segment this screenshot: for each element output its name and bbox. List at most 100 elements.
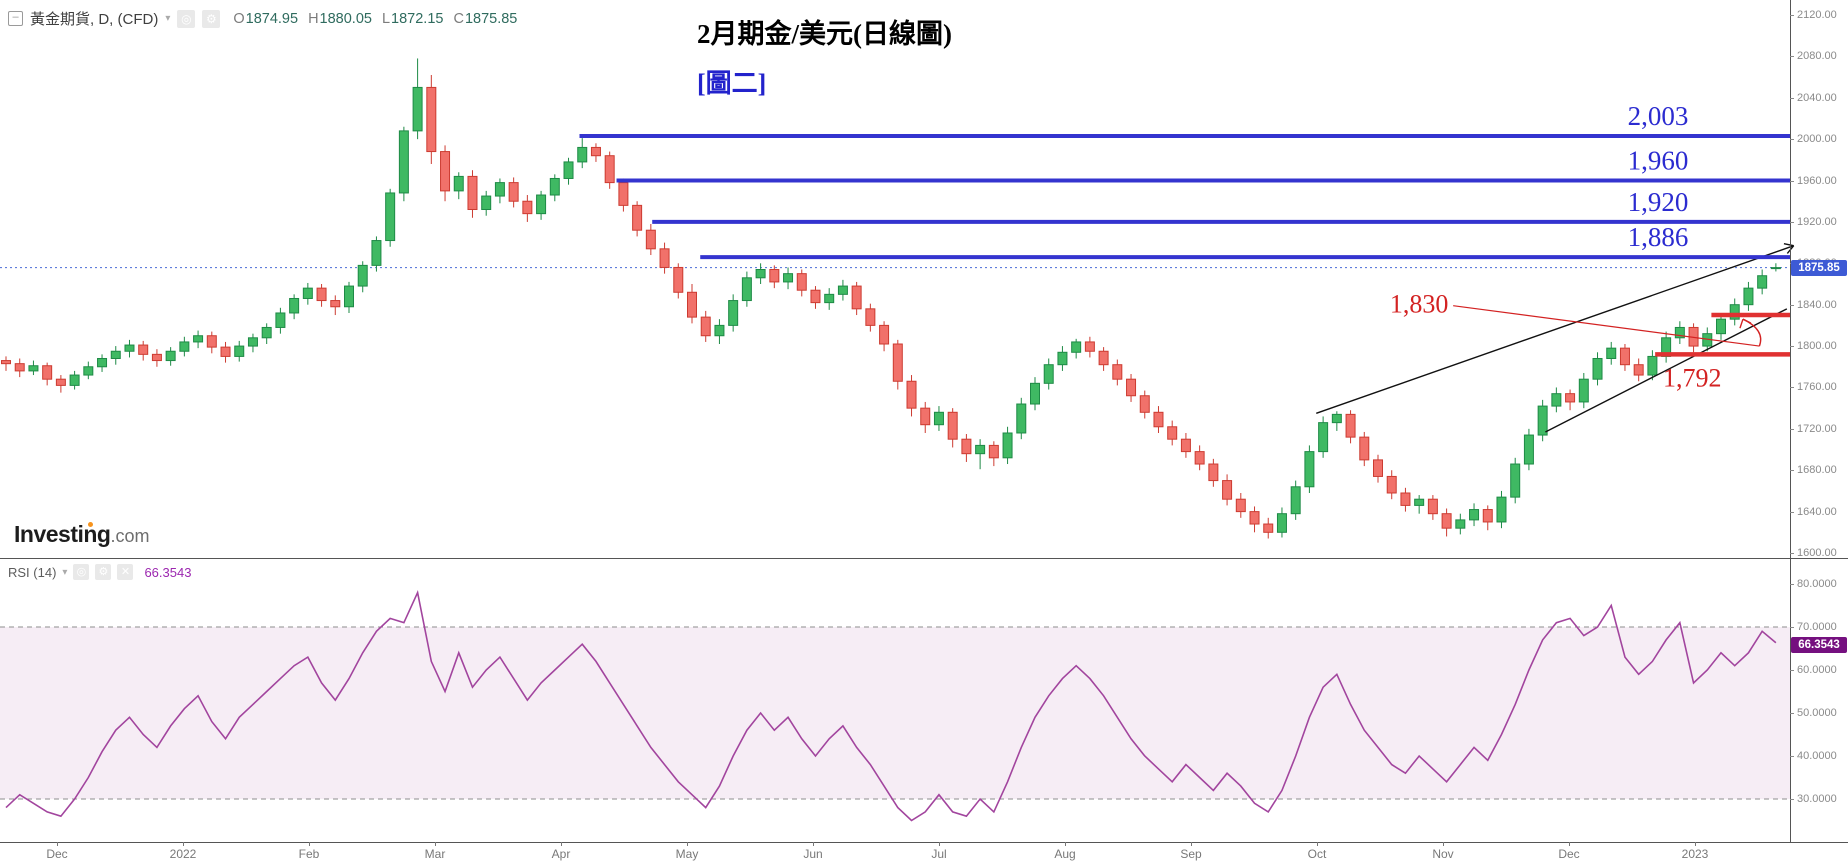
page-title: 2月期金/美元(日線圖) — [697, 19, 952, 49]
candle-body — [1290, 486, 1301, 515]
time-tick-label: Apr — [551, 847, 571, 861]
time-tick-label: Dec — [46, 847, 68, 861]
trendline — [1545, 308, 1788, 433]
candle-body — [632, 204, 643, 231]
price-chart[interactable]: 2,003 1,960 1,920 1,886 1,830 1,792 — [0, 0, 1848, 558]
gear-icon[interactable]: ⚙ — [202, 9, 221, 28]
close-icon[interactable]: ✕ — [117, 564, 134, 580]
candle-body — [645, 229, 656, 250]
candlesticks — [1, 58, 1781, 539]
axis-tick-label: 1800.00 — [1797, 340, 1837, 353]
candle-body — [398, 130, 409, 194]
time-tick-label: Mar — [424, 847, 446, 861]
callout-leader — [1453, 305, 1760, 347]
chevron-down-icon[interactable]: ▾ — [165, 13, 171, 24]
candle-body — [1222, 480, 1233, 500]
candle-body — [687, 291, 697, 318]
candle-body — [604, 155, 615, 184]
level-label: 2,003 — [1628, 101, 1689, 131]
candle-body — [1318, 422, 1329, 453]
candle-body — [920, 407, 931, 426]
candle-body — [1167, 426, 1178, 440]
symbol-legend: – 黃金期貨, D, (CFD) ▾ ◎ ⚙ O1874.95 H1880.05… — [8, 8, 517, 29]
candle-body — [1304, 451, 1315, 488]
time-tick-mark — [1569, 842, 1570, 846]
candle-body — [1619, 347, 1630, 366]
time-tick-mark — [687, 842, 688, 846]
chevron-down-icon[interactable]: ▾ — [62, 566, 68, 578]
axis-tick-label: 30.0000 — [1797, 793, 1837, 805]
candle-body — [1592, 357, 1603, 380]
candle-body — [1510, 463, 1521, 498]
time-tick-mark — [1443, 842, 1444, 846]
axis-tick-mark — [1790, 584, 1794, 585]
price-axis[interactable]: 2120.00 2080.00 2040.00 2000.00 1960.00 1920.… — [1790, 0, 1848, 842]
collapse-icon[interactable]: – — [8, 11, 23, 26]
axis-tick-mark — [1790, 180, 1794, 182]
axis-tick-mark — [1790, 428, 1794, 430]
candle-body — [1565, 393, 1576, 403]
candle-body — [1249, 511, 1260, 525]
candle-body — [796, 273, 807, 291]
candle-body — [261, 326, 272, 339]
candle-body — [824, 293, 835, 304]
axis-tick-label: 2080.00 — [1797, 50, 1837, 63]
axis-divider-line — [1790, 0, 1791, 842]
candle-body — [673, 266, 684, 293]
candle-body — [1578, 378, 1589, 403]
candle-body — [344, 285, 354, 308]
candle-body — [1057, 351, 1068, 366]
time-tick-label: Feb — [298, 847, 320, 861]
axis-tick-label: 2120.00 — [1797, 9, 1837, 21]
visibility-icon[interactable]: ◎ — [177, 9, 196, 28]
candle-body — [1235, 498, 1246, 513]
callout-arrowhead — [1739, 318, 1752, 329]
axis-tick-mark — [1790, 713, 1794, 714]
candle-body — [1098, 350, 1109, 366]
candle-body — [1757, 275, 1768, 289]
axis-tick-mark — [1790, 387, 1794, 389]
candle-body — [879, 324, 890, 345]
time-tick-mark — [1695, 842, 1696, 846]
time-axis-separator — [0, 842, 1848, 843]
candle-body — [206, 335, 217, 348]
axis-tick-label: 1840.00 — [1797, 298, 1837, 311]
close-value: 1875.85 — [464, 10, 518, 27]
gear-icon[interactable]: ⚙ — [95, 564, 112, 580]
axis-tick-label: 50.0000 — [1797, 707, 1837, 719]
time-tick-mark — [309, 842, 310, 846]
open-value: 1874.95 — [245, 10, 299, 27]
candle-body — [1, 360, 11, 365]
candle-body — [55, 378, 66, 386]
time-tick-label: Oct — [1307, 847, 1327, 861]
candle-body — [69, 374, 80, 386]
level-label-1792: 1,792 — [1663, 364, 1722, 393]
time-tick-label: Jun — [803, 847, 823, 861]
candle-body — [988, 444, 999, 459]
candle-body — [193, 335, 204, 343]
axis-tick-mark — [1790, 670, 1794, 671]
rsi-chart[interactable] — [0, 558, 1848, 842]
last-price-badge: 1875.85 — [1791, 260, 1847, 276]
visibility-icon[interactable]: ◎ — [73, 564, 90, 580]
candle-body — [28, 365, 39, 372]
candle-body — [1551, 393, 1562, 407]
time-tick-mark — [1317, 842, 1318, 846]
time-axis[interactable]: Dec 2022 Feb Mar Apr May Jun Jul Aug Sep Oct Nov Dec… — [0, 842, 1848, 866]
investing-logo: Investing.com — [14, 521, 150, 547]
candle-body — [837, 285, 848, 295]
axis-tick-mark — [1790, 97, 1794, 99]
candle-body — [234, 345, 245, 357]
time-tick-label: 2023 — [1681, 847, 1709, 861]
candle-body — [1770, 267, 1781, 270]
trendline — [1316, 245, 1794, 414]
candle-body — [1373, 459, 1383, 477]
candle-body — [357, 264, 368, 287]
trendline-arrowhead — [1783, 243, 1794, 247]
candle-body — [522, 200, 533, 215]
candle-body — [316, 287, 327, 302]
candle-body — [302, 287, 313, 299]
candle-body — [1386, 475, 1397, 494]
time-tick-label: May — [675, 847, 699, 861]
candle-body — [1414, 498, 1425, 506]
